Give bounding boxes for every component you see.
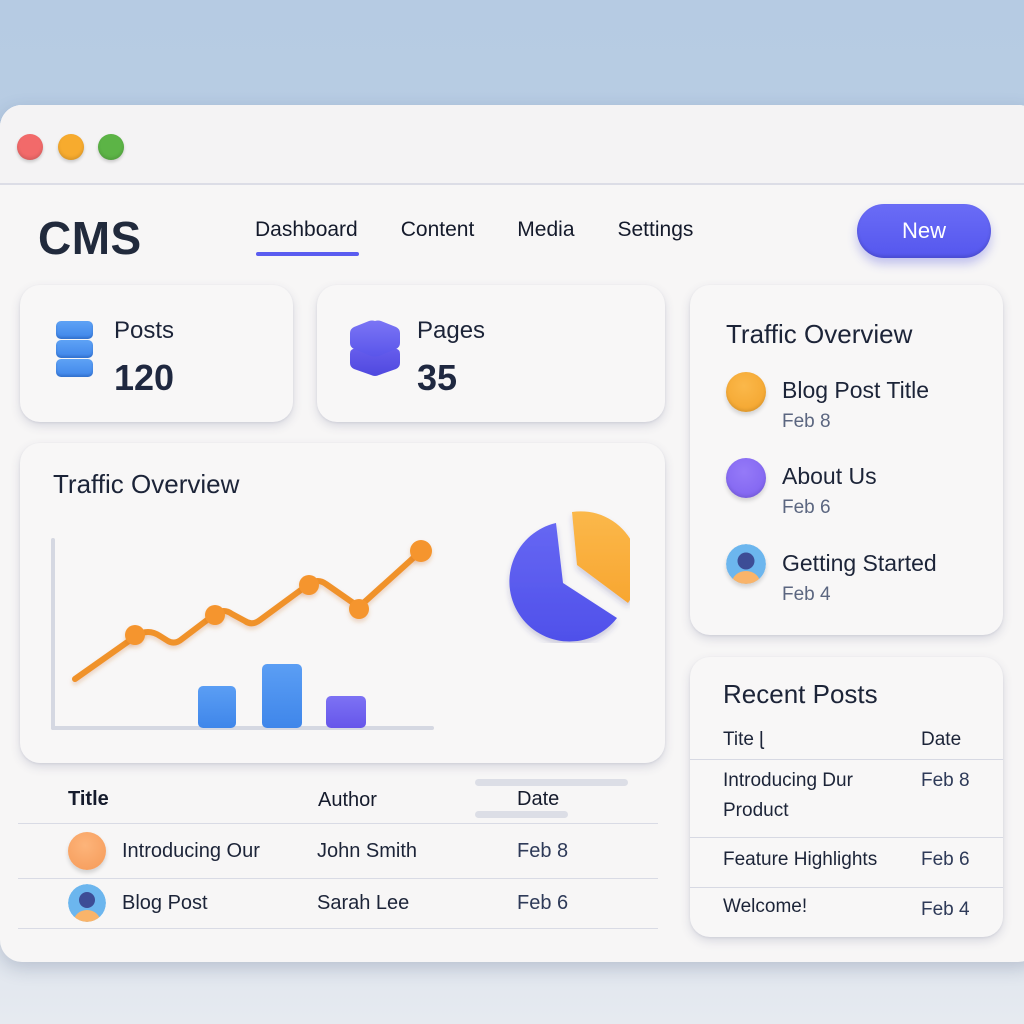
title-bar (0, 105, 1024, 185)
cell-date: Feb 8 (921, 770, 970, 791)
status-dot-purple (726, 458, 766, 498)
cell-date: Feb 8 (517, 840, 569, 862)
list-item[interactable]: Blog Post Title Feb 8 (690, 369, 1003, 439)
cell-title: Feature Highlights (723, 849, 878, 870)
data-point (299, 575, 319, 595)
table-row[interactable]: Feature Highlights Feb 6 (690, 837, 1003, 887)
cell-title: Introducing Dur (723, 770, 853, 791)
row-divider (690, 887, 1003, 888)
traffic-list-card: Traffic Overview Blog Post Title Feb 8 A… (690, 285, 1003, 635)
list-item-date: Feb 8 (782, 411, 831, 432)
table-row[interactable]: Introducing Our John Smith Feb 8 (18, 823, 658, 878)
table-row[interactable]: Blog Post Sarah Lee Feb 6 (18, 878, 658, 928)
stack-icon (56, 321, 93, 377)
data-point (349, 599, 369, 619)
cell-date: Feb 4 (921, 899, 970, 920)
list-item-title: Getting Started (782, 550, 937, 576)
list-item[interactable]: About Us Feb 6 (690, 455, 1003, 525)
data-point (205, 605, 225, 625)
table-row[interactable]: Welcome! Feb 4 (690, 887, 1003, 937)
avatar-orange (68, 832, 106, 870)
list-item-title: About Us (782, 463, 877, 489)
card-title: Recent Posts (723, 679, 878, 709)
bar (198, 686, 236, 728)
nav-tab-media[interactable]: Media (517, 218, 575, 241)
column-header-date[interactable]: Date (517, 788, 560, 810)
data-point (125, 625, 145, 645)
cell-date: Feb 6 (517, 892, 569, 914)
list-item-date: Feb 4 (782, 584, 831, 605)
card-title: Traffic Overview (53, 469, 240, 499)
line-series (72, 548, 424, 682)
close-window-button[interactable] (17, 134, 43, 160)
app-window: CMS Dashboard Content Media Settings New… (0, 105, 1024, 962)
column-header-date[interactable]: Date (921, 729, 962, 750)
list-item-title: Blog Post Title (782, 377, 930, 403)
status-dot-yellow (726, 372, 766, 412)
main-nav: Dashboard Content Media Settings (255, 218, 736, 256)
stat-value: 120 (114, 357, 175, 398)
app-header: CMS Dashboard Content Media Settings New (0, 185, 1024, 280)
card-title: Traffic Overview (726, 319, 913, 349)
cell-title: Blog Post (122, 892, 208, 914)
stat-value: 35 (417, 357, 458, 398)
traffic-chart-card: Traffic Overview (20, 443, 665, 818)
row-divider (690, 837, 1003, 838)
line-bar-chart (51, 538, 434, 730)
column-header-author[interactable]: Author (318, 789, 377, 811)
stat-label: Pages (417, 317, 486, 344)
row-divider (690, 759, 1003, 760)
cell-title-line2: Product (723, 800, 789, 821)
nav-tab-content[interactable]: Content (400, 218, 475, 241)
column-header-title[interactable]: Title (68, 788, 109, 810)
app-logo: CMS (38, 212, 142, 264)
bar (262, 664, 302, 728)
cell-date: Feb 6 (921, 849, 970, 870)
stat-label: Posts (114, 317, 175, 344)
placeholder-line (475, 779, 628, 786)
recent-posts-card: Recent Posts Tite ɭ Date Introducing Dur… (690, 657, 1003, 937)
minimize-window-button[interactable] (58, 134, 84, 160)
stat-card-pages[interactable]: Pages 35 (317, 285, 665, 422)
row-divider (18, 928, 658, 929)
bar (326, 696, 366, 728)
user-avatar-icon (68, 884, 106, 922)
nav-tab-settings[interactable]: Settings (617, 218, 694, 241)
layers-icon (350, 320, 400, 376)
list-item[interactable]: Getting Started Feb 4 (690, 542, 1003, 612)
list-item-date: Feb 6 (782, 497, 831, 518)
stat-card-posts[interactable]: Posts 120 (20, 285, 293, 422)
maximize-window-button[interactable] (98, 134, 124, 160)
data-point (410, 540, 432, 562)
placeholder-line (475, 811, 568, 818)
new-button[interactable]: New (857, 204, 991, 258)
row-divider (18, 823, 658, 824)
table-row[interactable]: Introducing Dur Product Feb 8 (690, 759, 1003, 837)
column-header-title[interactable]: Tite ɭ (723, 729, 764, 750)
row-divider (18, 878, 658, 879)
cell-title: Introducing Our (122, 840, 260, 862)
nav-tab-dashboard[interactable]: Dashboard (255, 218, 359, 256)
cell-author: John Smith (317, 840, 418, 862)
cell-title: Welcome! (723, 896, 808, 917)
pie-slice-blue (509, 523, 617, 642)
user-avatar-icon (726, 544, 766, 584)
cell-author: Sarah Lee (317, 892, 410, 914)
pie-slice-orange (572, 511, 630, 603)
pie-chart (509, 511, 630, 642)
